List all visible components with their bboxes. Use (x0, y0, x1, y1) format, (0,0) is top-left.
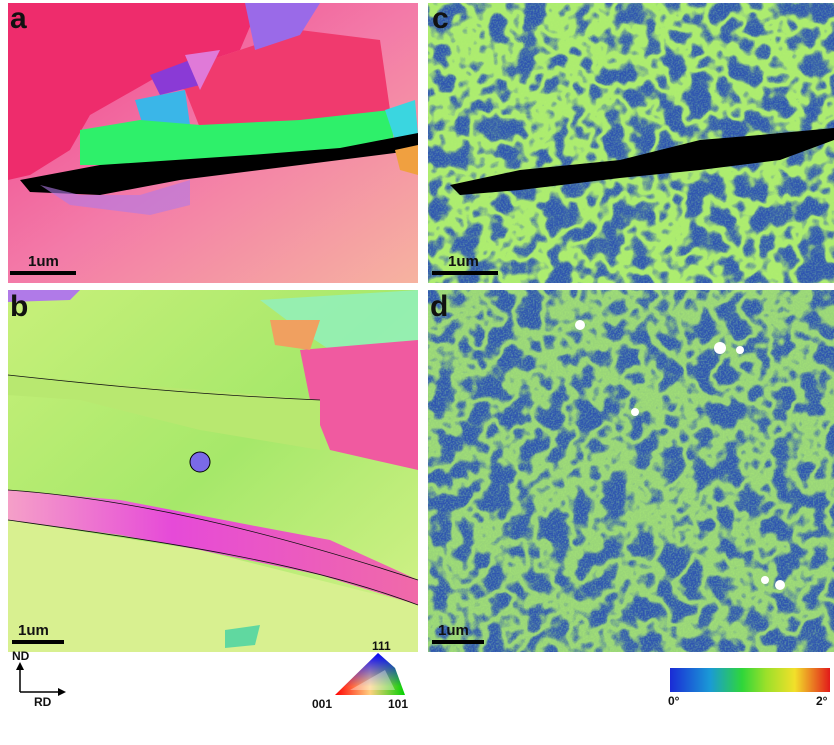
ipf-label: 111 (372, 639, 391, 653)
scale-bar (432, 271, 498, 275)
scale-bar-label: 1um (18, 622, 49, 639)
ipf-label: 101 (388, 697, 408, 711)
panel-label: a (10, 2, 27, 35)
orientation-axes: ND RD (12, 649, 66, 709)
figure: a 1um b 1um c 1um (0, 0, 834, 745)
ipf-label: 001 (312, 697, 332, 711)
panel-b: b 1um (8, 290, 418, 652)
panel-c: c 1um (428, 2, 834, 283)
scale-bar-label: 1um (28, 253, 59, 270)
scale-bar-label: 1um (448, 253, 479, 270)
axis-label: RD (34, 695, 52, 709)
colorbar-max: 2° (816, 694, 828, 708)
panel-a: a 1um (8, 2, 418, 283)
scale-bar-label: 1um (438, 622, 469, 639)
panel-d: d 1um (428, 290, 834, 652)
scale-bar (12, 640, 64, 644)
colorbar-min: 0° (668, 694, 680, 708)
scale-bar (432, 640, 484, 644)
scale-bar (10, 271, 76, 275)
panel-label: c (432, 2, 449, 35)
panel-label: d (430, 290, 448, 323)
axis-label: ND (12, 649, 30, 663)
colorbar: 0° 2° (668, 668, 830, 708)
panel-label: b (10, 290, 28, 323)
